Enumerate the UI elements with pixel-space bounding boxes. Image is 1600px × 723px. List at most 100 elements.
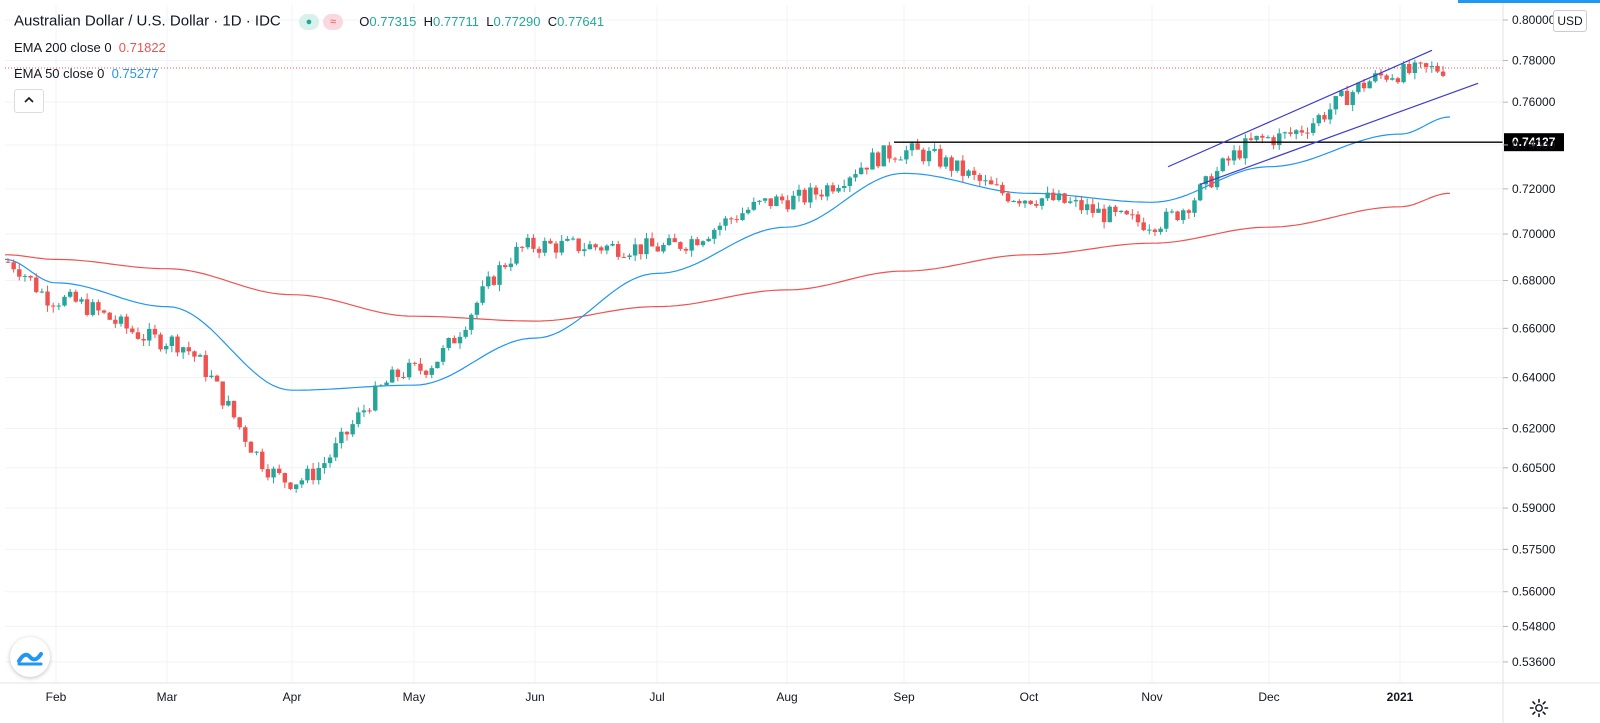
- symbol-legend[interactable]: Australian Dollar / U.S. Dollar · 1D · I…: [14, 12, 604, 30]
- candle-body: [463, 329, 468, 337]
- candle-body: [254, 451, 259, 453]
- candle-body: [1220, 158, 1225, 172]
- candle-down: [1028, 200, 1033, 206]
- candle-body: [1305, 132, 1310, 134]
- candle-body: [519, 246, 525, 248]
- candle-body: [316, 468, 321, 481]
- candle-body: [446, 338, 451, 348]
- candle-body: [1316, 115, 1321, 124]
- time-tick-label: Dec: [1258, 690, 1279, 704]
- candle-body: [1373, 73, 1378, 82]
- candle-body: [220, 381, 225, 406]
- candle-body: [34, 277, 39, 293]
- candle-up: [497, 261, 502, 292]
- candle-body: [712, 229, 717, 239]
- candle-body: [11, 262, 16, 270]
- tradingview-logo[interactable]: [10, 637, 50, 677]
- candle-down: [1395, 76, 1401, 84]
- candle-body: [457, 336, 463, 344]
- candle-body: [1378, 73, 1384, 76]
- candle-down: [367, 408, 372, 414]
- candle-up: [1107, 205, 1112, 223]
- ema50-legend[interactable]: EMA 50 close 0 0.75277: [14, 66, 159, 81]
- candle-body: [994, 184, 999, 186]
- candle-body: [1192, 200, 1197, 213]
- candle-up: [209, 370, 214, 379]
- candle-body: [45, 291, 50, 306]
- candle-down: [1135, 210, 1141, 227]
- candle-body: [101, 310, 107, 313]
- candle-down: [819, 189, 824, 201]
- candle-body: [808, 187, 813, 203]
- channel-lower-line: [1199, 82, 1479, 185]
- candle-down: [1130, 209, 1135, 220]
- candle-body: [616, 244, 621, 257]
- candle-up: [457, 332, 463, 349]
- price-tick-label: 0.60500: [1512, 461, 1556, 475]
- candle-up: [1254, 135, 1259, 143]
- candle-body: [1017, 200, 1022, 204]
- candle-body: [497, 265, 502, 285]
- candle-body: [243, 427, 248, 442]
- collapse-legend-button[interactable]: [14, 89, 44, 113]
- candle-down: [344, 431, 350, 441]
- candle-body: [361, 410, 367, 413]
- ema200-legend[interactable]: EMA 200 close 0 0.71822: [14, 40, 166, 55]
- candle-up: [565, 236, 570, 242]
- candle-down: [729, 216, 734, 225]
- candle-body: [717, 225, 723, 230]
- candle-body: [1090, 204, 1095, 213]
- candle-up: [180, 346, 186, 359]
- compare-icon[interactable]: ≈: [323, 13, 344, 30]
- candle-body: [553, 243, 559, 253]
- candle-up: [1220, 157, 1225, 173]
- symbol-title[interactable]: Australian Dollar / U.S. Dollar · 1D · I…: [14, 12, 281, 30]
- candle-body: [1181, 210, 1186, 221]
- candle-body: [339, 431, 344, 444]
- candle-body: [333, 443, 338, 458]
- candle-body: [1282, 132, 1288, 134]
- candle-down: [683, 247, 689, 254]
- candle-body: [785, 200, 790, 210]
- candle-down: [248, 440, 254, 453]
- currency-button[interactable]: USD: [1553, 10, 1587, 32]
- candle-body: [107, 312, 112, 320]
- candle-body: [1344, 90, 1350, 106]
- candle-body: [1248, 138, 1254, 140]
- candle-down: [423, 369, 429, 379]
- candle-down: [28, 275, 33, 281]
- candle-up: [1316, 113, 1321, 127]
- candle-down: [192, 350, 197, 362]
- candle-down: [1299, 125, 1305, 137]
- candle-body: [282, 473, 288, 483]
- candle-body: [587, 244, 593, 250]
- candle-body: [525, 237, 530, 248]
- candle-down: [1305, 127, 1310, 139]
- gear-icon[interactable]: [1529, 698, 1549, 718]
- candle-body: [943, 157, 949, 167]
- candle-down: [1237, 145, 1242, 161]
- candle-body: [1141, 222, 1146, 231]
- candle-up: [559, 234, 564, 256]
- candle-up: [1310, 118, 1316, 136]
- candle-body: [22, 275, 28, 277]
- candle-body: [1175, 211, 1180, 221]
- candle-body: [390, 369, 395, 383]
- candle-body: [1045, 192, 1050, 199]
- candle-body: [655, 246, 660, 252]
- candle-body: [745, 209, 751, 214]
- candle-down: [45, 285, 50, 312]
- price-tick-label: 0.76000: [1512, 95, 1556, 109]
- candle-down: [101, 309, 107, 315]
- candle-down: [994, 177, 999, 186]
- candle-body: [423, 370, 429, 375]
- tradingview-logo-icon: [17, 652, 43, 666]
- candle-up: [1192, 197, 1197, 218]
- market-open-icon[interactable]: ●: [298, 13, 319, 30]
- candle-up: [604, 244, 610, 255]
- candle-down: [1226, 155, 1231, 166]
- price-tick-label: 0.78000: [1512, 54, 1556, 68]
- candle-body: [938, 148, 943, 167]
- candle-body: [678, 242, 683, 249]
